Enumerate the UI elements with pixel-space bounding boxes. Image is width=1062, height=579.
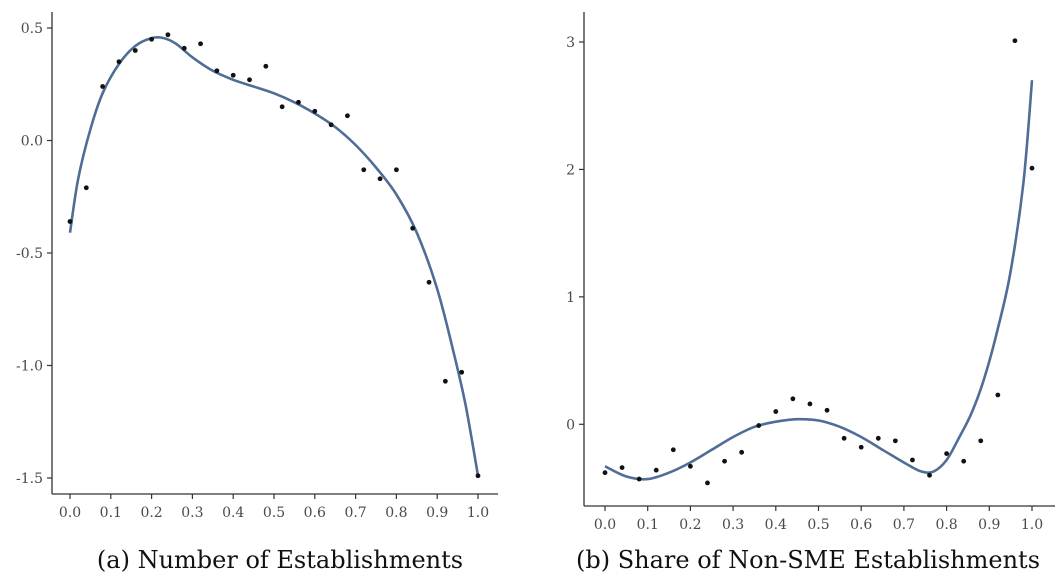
panel-b-y-tick-label: 2 bbox=[566, 162, 575, 178]
panel-b-data-point bbox=[841, 435, 847, 441]
panel-a-data-point bbox=[116, 59, 122, 65]
panel-b-data-point bbox=[944, 451, 949, 456]
panel-b-x-tick-label: 0.0 bbox=[594, 517, 616, 533]
panel-b-data-point bbox=[670, 447, 676, 453]
panel-b-y-tick-label: 3 bbox=[566, 35, 575, 51]
panel-a-x-tick-label: 0.3 bbox=[181, 505, 203, 521]
panel-b-x-tick-label: 0.6 bbox=[850, 517, 872, 533]
panel-a-x-tick-label: 0.5 bbox=[263, 505, 285, 521]
panel-b-data-point bbox=[858, 444, 864, 450]
panel-b-x-tick-label: 0.4 bbox=[765, 517, 787, 533]
panel-b-x-tick-label: 0.3 bbox=[722, 517, 744, 533]
panel-a-data-point bbox=[83, 185, 89, 191]
panel-b-data-point bbox=[961, 458, 967, 464]
panel-b-data-point bbox=[910, 457, 915, 463]
panel-a-y-tick-label: -1.5 bbox=[16, 471, 43, 487]
panel-b-x-tick-label: 0.5 bbox=[807, 517, 829, 533]
panel-a-data-point bbox=[230, 72, 236, 78]
panel-a-data-point bbox=[426, 279, 432, 285]
panel-a-data-point bbox=[459, 369, 465, 375]
panel-a-data-point bbox=[312, 108, 318, 114]
panel-a-data-point bbox=[132, 48, 138, 53]
panel-a-data-point bbox=[67, 219, 73, 224]
panel-a-data-point bbox=[149, 36, 155, 42]
panel-share-of-non-sme-establishments: 3 2 1 0 0.0 0.1 0.2 0.3 0.4 0.5 0.6 0.7 0.8 0.9 1.0 (… bbox=[566, 12, 1055, 574]
panel-b-data-point bbox=[978, 438, 984, 444]
panel-b-caption: (b) Share of Non-SME Establishments bbox=[576, 546, 1040, 574]
panel-a-data-point bbox=[475, 473, 481, 479]
panel-b-data-point bbox=[773, 409, 779, 414]
panel-b-y-tick-label: 1 bbox=[566, 290, 575, 306]
panel-a-data-point bbox=[279, 104, 285, 110]
panel-b-x-tick-label: 0.9 bbox=[978, 517, 1000, 533]
panel-a-data-point bbox=[328, 122, 334, 128]
panel-b-data-point bbox=[995, 392, 1001, 398]
panel-b-data-point bbox=[790, 396, 796, 402]
panel-b-data-point bbox=[927, 472, 932, 478]
panel-b-data-point bbox=[705, 480, 710, 486]
panel-a-data-point bbox=[181, 45, 187, 51]
panel-a-y-tick-label: -0.5 bbox=[16, 246, 43, 262]
panel-a-x-tick-label: 1.0 bbox=[467, 505, 489, 521]
panel-a-data-point bbox=[247, 77, 252, 83]
panel-a-data-point bbox=[100, 84, 106, 89]
panel-b-x-tick-label: 0.1 bbox=[637, 517, 659, 533]
panel-a-y-tick-label: 0.5 bbox=[21, 21, 43, 37]
panel-a-x-tick-label: 0.9 bbox=[426, 505, 448, 521]
panel-b-data-point bbox=[756, 423, 762, 428]
panel-a-data-point bbox=[345, 113, 350, 119]
panel-b-x-tick-label: 0.7 bbox=[893, 517, 915, 533]
panel-number-of-establishments: 0.5 0.0 -0.5 -1.0 -1.5 0.0 0.1 0.2 0.3 0.4 0.5 0.6… bbox=[16, 12, 498, 574]
panel-b-data-point bbox=[875, 435, 881, 441]
panel-b-data-point bbox=[1012, 38, 1018, 44]
panel-a-x-tick-label: 0.8 bbox=[385, 505, 407, 521]
panel-a-data-point bbox=[410, 225, 416, 231]
panel-a-data-point bbox=[263, 63, 269, 69]
panel-b-x-tick-label: 1.0 bbox=[1021, 517, 1043, 533]
panel-b-y-tick-label: 0 bbox=[566, 417, 575, 433]
panel-b-data-point bbox=[722, 458, 727, 464]
panel-a-x-tick-label: 0.7 bbox=[344, 505, 366, 521]
panel-a-x-tick-label: 0.2 bbox=[140, 505, 162, 521]
panel-b-data-point bbox=[739, 449, 745, 455]
panel-b-data-point bbox=[824, 407, 830, 413]
panel-a-data-point bbox=[296, 99, 301, 105]
panel-b-data-point bbox=[688, 463, 693, 469]
panel-b-data-point bbox=[1029, 165, 1035, 171]
panel-b-data-point bbox=[636, 476, 642, 482]
panel-a-y-tick-label: 0.0 bbox=[21, 134, 43, 150]
panel-a-data-point bbox=[214, 68, 220, 74]
panel-a-x-tick-label: 0.4 bbox=[222, 505, 244, 521]
panel-b-data-point bbox=[892, 438, 898, 444]
panel-a-data-point bbox=[394, 167, 399, 173]
panel-a-data-point bbox=[198, 41, 203, 47]
panel-a-y-tick-label: -1.0 bbox=[16, 359, 43, 375]
panel-a-data-point bbox=[361, 167, 367, 173]
panel-a-data-point bbox=[377, 176, 383, 182]
panel-b-x-tick-label: 0.8 bbox=[935, 517, 957, 533]
panel-b-data-point bbox=[619, 465, 625, 471]
panel-a-x-tick-label: 0.0 bbox=[59, 505, 81, 521]
panel-b-data-point bbox=[807, 401, 813, 407]
panel-b-data-point bbox=[602, 470, 608, 476]
panel-b-x-tick-label: 0.2 bbox=[679, 517, 701, 533]
panel-b-data-point bbox=[653, 467, 659, 473]
panel-a-x-tick-label: 0.1 bbox=[100, 505, 122, 521]
panel-a-data-point bbox=[165, 32, 171, 38]
panel-a-fit-curve bbox=[68, 35, 480, 477]
panel-a-caption: (a) Number of Establishments bbox=[97, 546, 463, 574]
panel-a-x-tick-label: 0.6 bbox=[304, 505, 326, 521]
panel-b-fit-curve bbox=[604, 80, 1034, 481]
panel-a-data-point bbox=[442, 378, 448, 384]
